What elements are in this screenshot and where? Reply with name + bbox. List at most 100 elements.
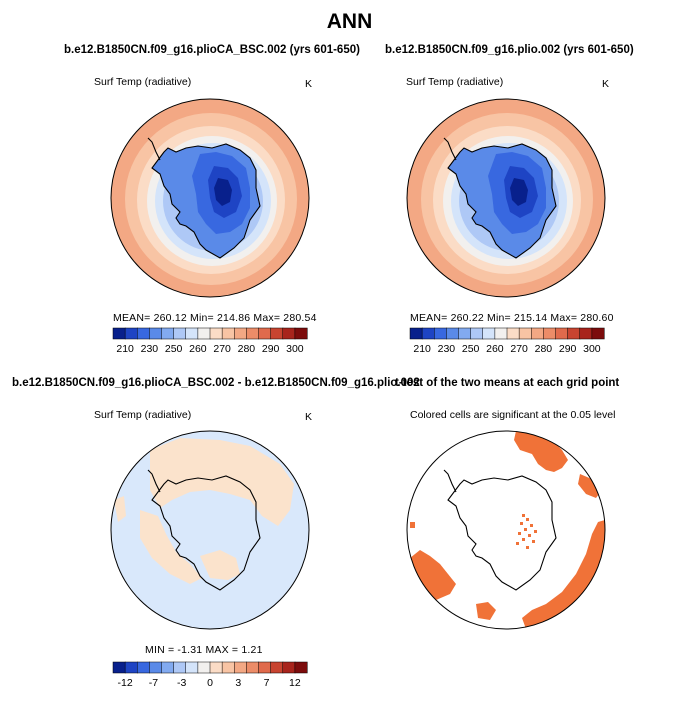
colorbar-box-8 xyxy=(506,327,520,340)
colorbar-box-14 xyxy=(282,327,296,340)
colorbar-box-10 xyxy=(234,327,247,340)
colorbar-box-7 xyxy=(197,327,211,340)
colorbar-box-8 xyxy=(209,327,223,340)
colorbar-tick-label: 250 xyxy=(462,343,480,355)
colorbar-tick-label: 290 xyxy=(262,343,280,355)
colorbar-box-8 xyxy=(209,661,223,674)
colorbar-box-12 xyxy=(555,327,569,340)
colorbar-box-9 xyxy=(518,327,532,340)
main-title: ANN xyxy=(326,10,373,33)
colorbar-box-14 xyxy=(282,661,296,674)
colorbar-tick-label: 300 xyxy=(583,343,601,355)
significant-cells-south xyxy=(476,602,496,620)
colorbar-box-11 xyxy=(543,327,557,340)
colorbar-box-7 xyxy=(494,327,508,340)
panel2-stats: MEAN= 260.22 Min= 215.14 Max= 280.60 xyxy=(410,312,614,324)
map-border xyxy=(406,98,606,298)
positive-diff-patch-a xyxy=(150,438,294,526)
colorbar-box-3 xyxy=(149,661,163,674)
colorbar-box-1 xyxy=(124,661,138,674)
colorbar-box-11 xyxy=(246,327,260,340)
colorbar-box-9 xyxy=(221,327,235,340)
plateau-core xyxy=(214,178,232,206)
colorbar-box-10 xyxy=(531,327,544,340)
positive-diff-patch-d xyxy=(114,496,126,522)
colorbar-box-2 xyxy=(434,327,447,340)
colorbar-box-10 xyxy=(234,661,247,674)
colorbar-box-12 xyxy=(258,327,272,340)
positive-diff-patch-b xyxy=(140,510,202,584)
colorbar-box-15 xyxy=(294,661,308,674)
colorbar-tick-label: 280 xyxy=(535,343,553,355)
colorbar-box-7 xyxy=(197,661,211,674)
panel1-colorbar: 210 230 250 260 270 280 290 300 xyxy=(112,327,308,355)
colorbar-box-0 xyxy=(112,327,126,340)
colorbar-box-4 xyxy=(458,327,472,340)
coastline xyxy=(443,137,557,259)
panel1-units: K xyxy=(305,78,313,90)
panel3-units: K xyxy=(305,411,313,423)
colorbar-box-1 xyxy=(124,327,138,340)
panel4-map xyxy=(406,430,606,630)
colorbar-tick-label: 3 xyxy=(235,677,241,689)
map-border xyxy=(110,430,310,630)
colorbar-tick-label: -3 xyxy=(177,677,186,689)
colorbar-box-12 xyxy=(258,661,272,674)
colorbar-box-5 xyxy=(173,661,187,674)
colorbar-tick-label: 210 xyxy=(116,343,134,355)
colorbar-tick-label: 210 xyxy=(413,343,431,355)
colorbar-tick-label: 280 xyxy=(238,343,256,355)
colorbar-box-6 xyxy=(482,327,496,340)
coastline xyxy=(147,137,261,259)
panel3-subtitle: Surf Temp (radiative) xyxy=(94,409,192,421)
colorbar-box-6 xyxy=(185,327,199,340)
panel1-stats: MEAN= 260.12 Min= 214.86 Max= 280.54 xyxy=(113,312,317,324)
colorbar-tick-label: 250 xyxy=(165,343,183,355)
panel4-subtitle: Colored cells are significant at the 0.0… xyxy=(410,409,616,421)
colorbar-tick-label: 230 xyxy=(438,343,456,355)
map-border xyxy=(110,98,310,298)
colorbar-box-15 xyxy=(294,327,308,340)
colorbar-box-15 xyxy=(591,327,605,340)
panel2-subtitle: Surf Temp (radiative) xyxy=(406,76,504,88)
colorbar-box-5 xyxy=(470,327,484,340)
map-background xyxy=(407,431,605,629)
map-border xyxy=(406,430,606,630)
panel4-title: t-test of the two means at each grid poi… xyxy=(395,377,620,389)
colorbar-tick-label: 260 xyxy=(486,343,504,355)
coastline xyxy=(147,469,261,591)
colorbar-tick-label: 7 xyxy=(264,677,270,689)
panel2-colorbar: 210 230 250 260 270 280 290 300 xyxy=(409,327,605,355)
colorbar-box-13 xyxy=(270,661,284,674)
colorbar-box-2 xyxy=(137,327,150,340)
colorbar-box-1 xyxy=(421,327,435,340)
colorbar-box-4 xyxy=(161,327,175,340)
colorbar-tick-label: 12 xyxy=(289,677,301,689)
significant-cells-west xyxy=(410,522,415,528)
panel3-title: b.e12.B1850CN.f09_g16.plioCA_BSC.002 - b… xyxy=(12,377,420,389)
panel2-units: K xyxy=(602,78,610,90)
colorbar-box-6 xyxy=(185,661,199,674)
colorbar-box-14 xyxy=(579,327,593,340)
significant-cells-northeast xyxy=(578,474,602,498)
colorbar-tick-label: -12 xyxy=(118,677,133,689)
panel3-map xyxy=(110,430,310,630)
colorbar-tick-label: 230 xyxy=(141,343,159,355)
significant-cells-interior xyxy=(516,514,537,549)
panel3-stats: MIN = -1.31 MAX = 1.21 xyxy=(145,644,263,656)
colorbar-tick-label: 270 xyxy=(510,343,528,355)
positive-diff-patch-c xyxy=(200,550,240,580)
colorbar-tick-label: 0 xyxy=(207,677,213,689)
panel2-title: b.e12.B1850CN.f09_g16.plio.002 (yrs 601-… xyxy=(385,44,634,56)
coastline xyxy=(443,469,557,591)
colorbar-box-13 xyxy=(270,327,284,340)
colorbar-tick-label: 300 xyxy=(286,343,304,355)
colorbar-box-0 xyxy=(409,327,423,340)
colorbar-tick-label: 270 xyxy=(213,343,231,355)
colorbar-box-11 xyxy=(246,661,260,674)
colorbar-box-9 xyxy=(221,661,235,674)
colorbar-box-4 xyxy=(161,661,175,674)
colorbar-tick-label: 290 xyxy=(559,343,577,355)
colorbar-box-5 xyxy=(173,327,187,340)
colorbar-box-0 xyxy=(112,661,126,674)
